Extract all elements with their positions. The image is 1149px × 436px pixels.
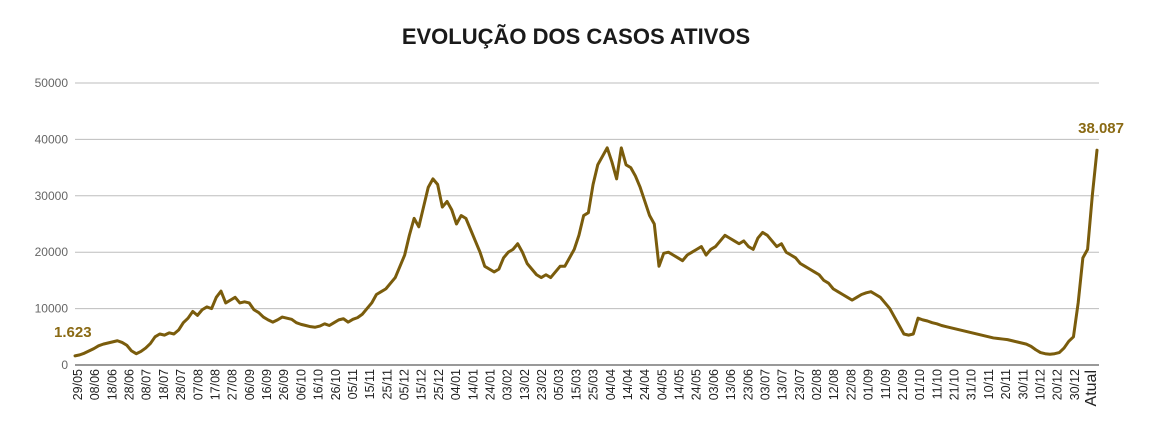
data-label-end: 38.087: [1078, 120, 1124, 137]
x-tick-label: 13/06: [724, 369, 738, 400]
x-tick-label: 05/12: [398, 369, 412, 400]
x-tick-label: 10/11: [982, 369, 996, 399]
x-tick-label: 16/09: [260, 369, 274, 400]
x-tick-label: 22/08: [844, 369, 858, 400]
x-tick-label: 20/12: [1051, 369, 1065, 400]
x-tick-label: 06/10: [294, 369, 308, 400]
x-tick-label: 31/10: [965, 369, 979, 400]
x-tick-label: 03/07: [758, 369, 772, 400]
x-tick-label: 10/12: [1033, 369, 1047, 400]
gridlines: [75, 82, 1099, 366]
series-line: [73, 146, 1099, 358]
y-tick-label: 30000: [35, 189, 69, 203]
x-tick-label: 24/05: [690, 369, 704, 400]
x-tick-label: 25/11: [380, 369, 394, 399]
x-tick-label: 02/08: [810, 369, 824, 400]
x-tick-label: 18/07: [157, 369, 171, 400]
x-tick-label: 15/12: [415, 369, 429, 400]
x-tick-label: 05/11: [346, 369, 360, 399]
x-tick-label: 28/06: [123, 369, 137, 400]
x-tick-label: 13/02: [518, 369, 532, 400]
x-tick-label: 26/10: [329, 369, 343, 400]
x-tick-label: 13/07: [776, 369, 790, 400]
x-tick-label: 03/02: [501, 369, 515, 400]
x-tick-label: 01/09: [862, 369, 876, 400]
x-tick-label: 24/04: [638, 369, 652, 400]
chart-title: EVOLUÇÃO DOS CASOS ATIVOS: [402, 24, 750, 49]
x-tick-label: 29/05: [71, 369, 85, 400]
x-tick-label: 20/11: [999, 369, 1013, 399]
x-tick-label: 30/11: [1016, 369, 1030, 399]
x-tick-label: 21/10: [948, 369, 962, 400]
x-axis-ticks: 29/05 08/06 18/06 28/06 08/07 18/07 28/07 07/08…: [71, 369, 1100, 407]
x-tick-label: 08/07: [140, 369, 154, 400]
x-tick-label: 30/12: [1068, 369, 1082, 400]
x-tick-label: 23/06: [741, 369, 755, 400]
x-tick-label: 06/09: [243, 369, 257, 400]
data-label-start: 1.623: [54, 324, 92, 341]
x-tick-label: 17/08: [208, 369, 222, 400]
x-tick-label: 08/06: [88, 369, 102, 400]
y-tick-label: 20000: [35, 245, 69, 259]
x-tick-label: 16/10: [312, 369, 326, 400]
x-tick-label: 11/10: [930, 369, 944, 399]
y-axis-ticks: 0 10000 20000 30000 40000 50000: [35, 76, 69, 372]
x-tick-label: 15/11: [363, 369, 377, 399]
x-tick-label: 24/01: [483, 369, 497, 400]
x-tick-label: 04/04: [604, 369, 618, 400]
y-tick-label: 0: [61, 358, 68, 372]
x-tick-label: 15/03: [569, 369, 583, 400]
x-tick-label: 25/03: [587, 369, 601, 400]
x-tick-label: 14/05: [673, 369, 687, 400]
x-tick-label: 05/03: [552, 369, 566, 400]
x-tick-label: 25/12: [432, 369, 446, 400]
x-tick-label: 23/02: [535, 369, 549, 400]
x-tick-label: 04/01: [449, 369, 463, 400]
x-tick-label: 11/09: [879, 369, 893, 399]
x-tick-label: 28/07: [174, 369, 188, 400]
x-tick-label: 12/08: [827, 369, 841, 400]
x-tick-label: 04/05: [655, 369, 669, 400]
x-tick-label: 03/06: [707, 369, 721, 400]
x-tick-label: 01/10: [913, 369, 927, 400]
x-tick-label: 07/08: [191, 369, 205, 400]
x-tick-label: 14/01: [466, 369, 480, 400]
y-tick-label: 50000: [35, 76, 69, 90]
y-tick-label: 40000: [35, 132, 69, 146]
x-tick-label: 14/04: [621, 369, 635, 400]
y-tick-label: 10000: [35, 302, 69, 316]
x-tick-label: 26/09: [277, 369, 291, 400]
x-tick-label: Atual: [1083, 370, 1100, 406]
x-tick-label: 23/07: [793, 369, 807, 400]
x-tick-label: 21/09: [896, 369, 910, 400]
x-tick-label: 27/08: [226, 369, 240, 400]
x-tick-label: 18/06: [105, 369, 119, 400]
